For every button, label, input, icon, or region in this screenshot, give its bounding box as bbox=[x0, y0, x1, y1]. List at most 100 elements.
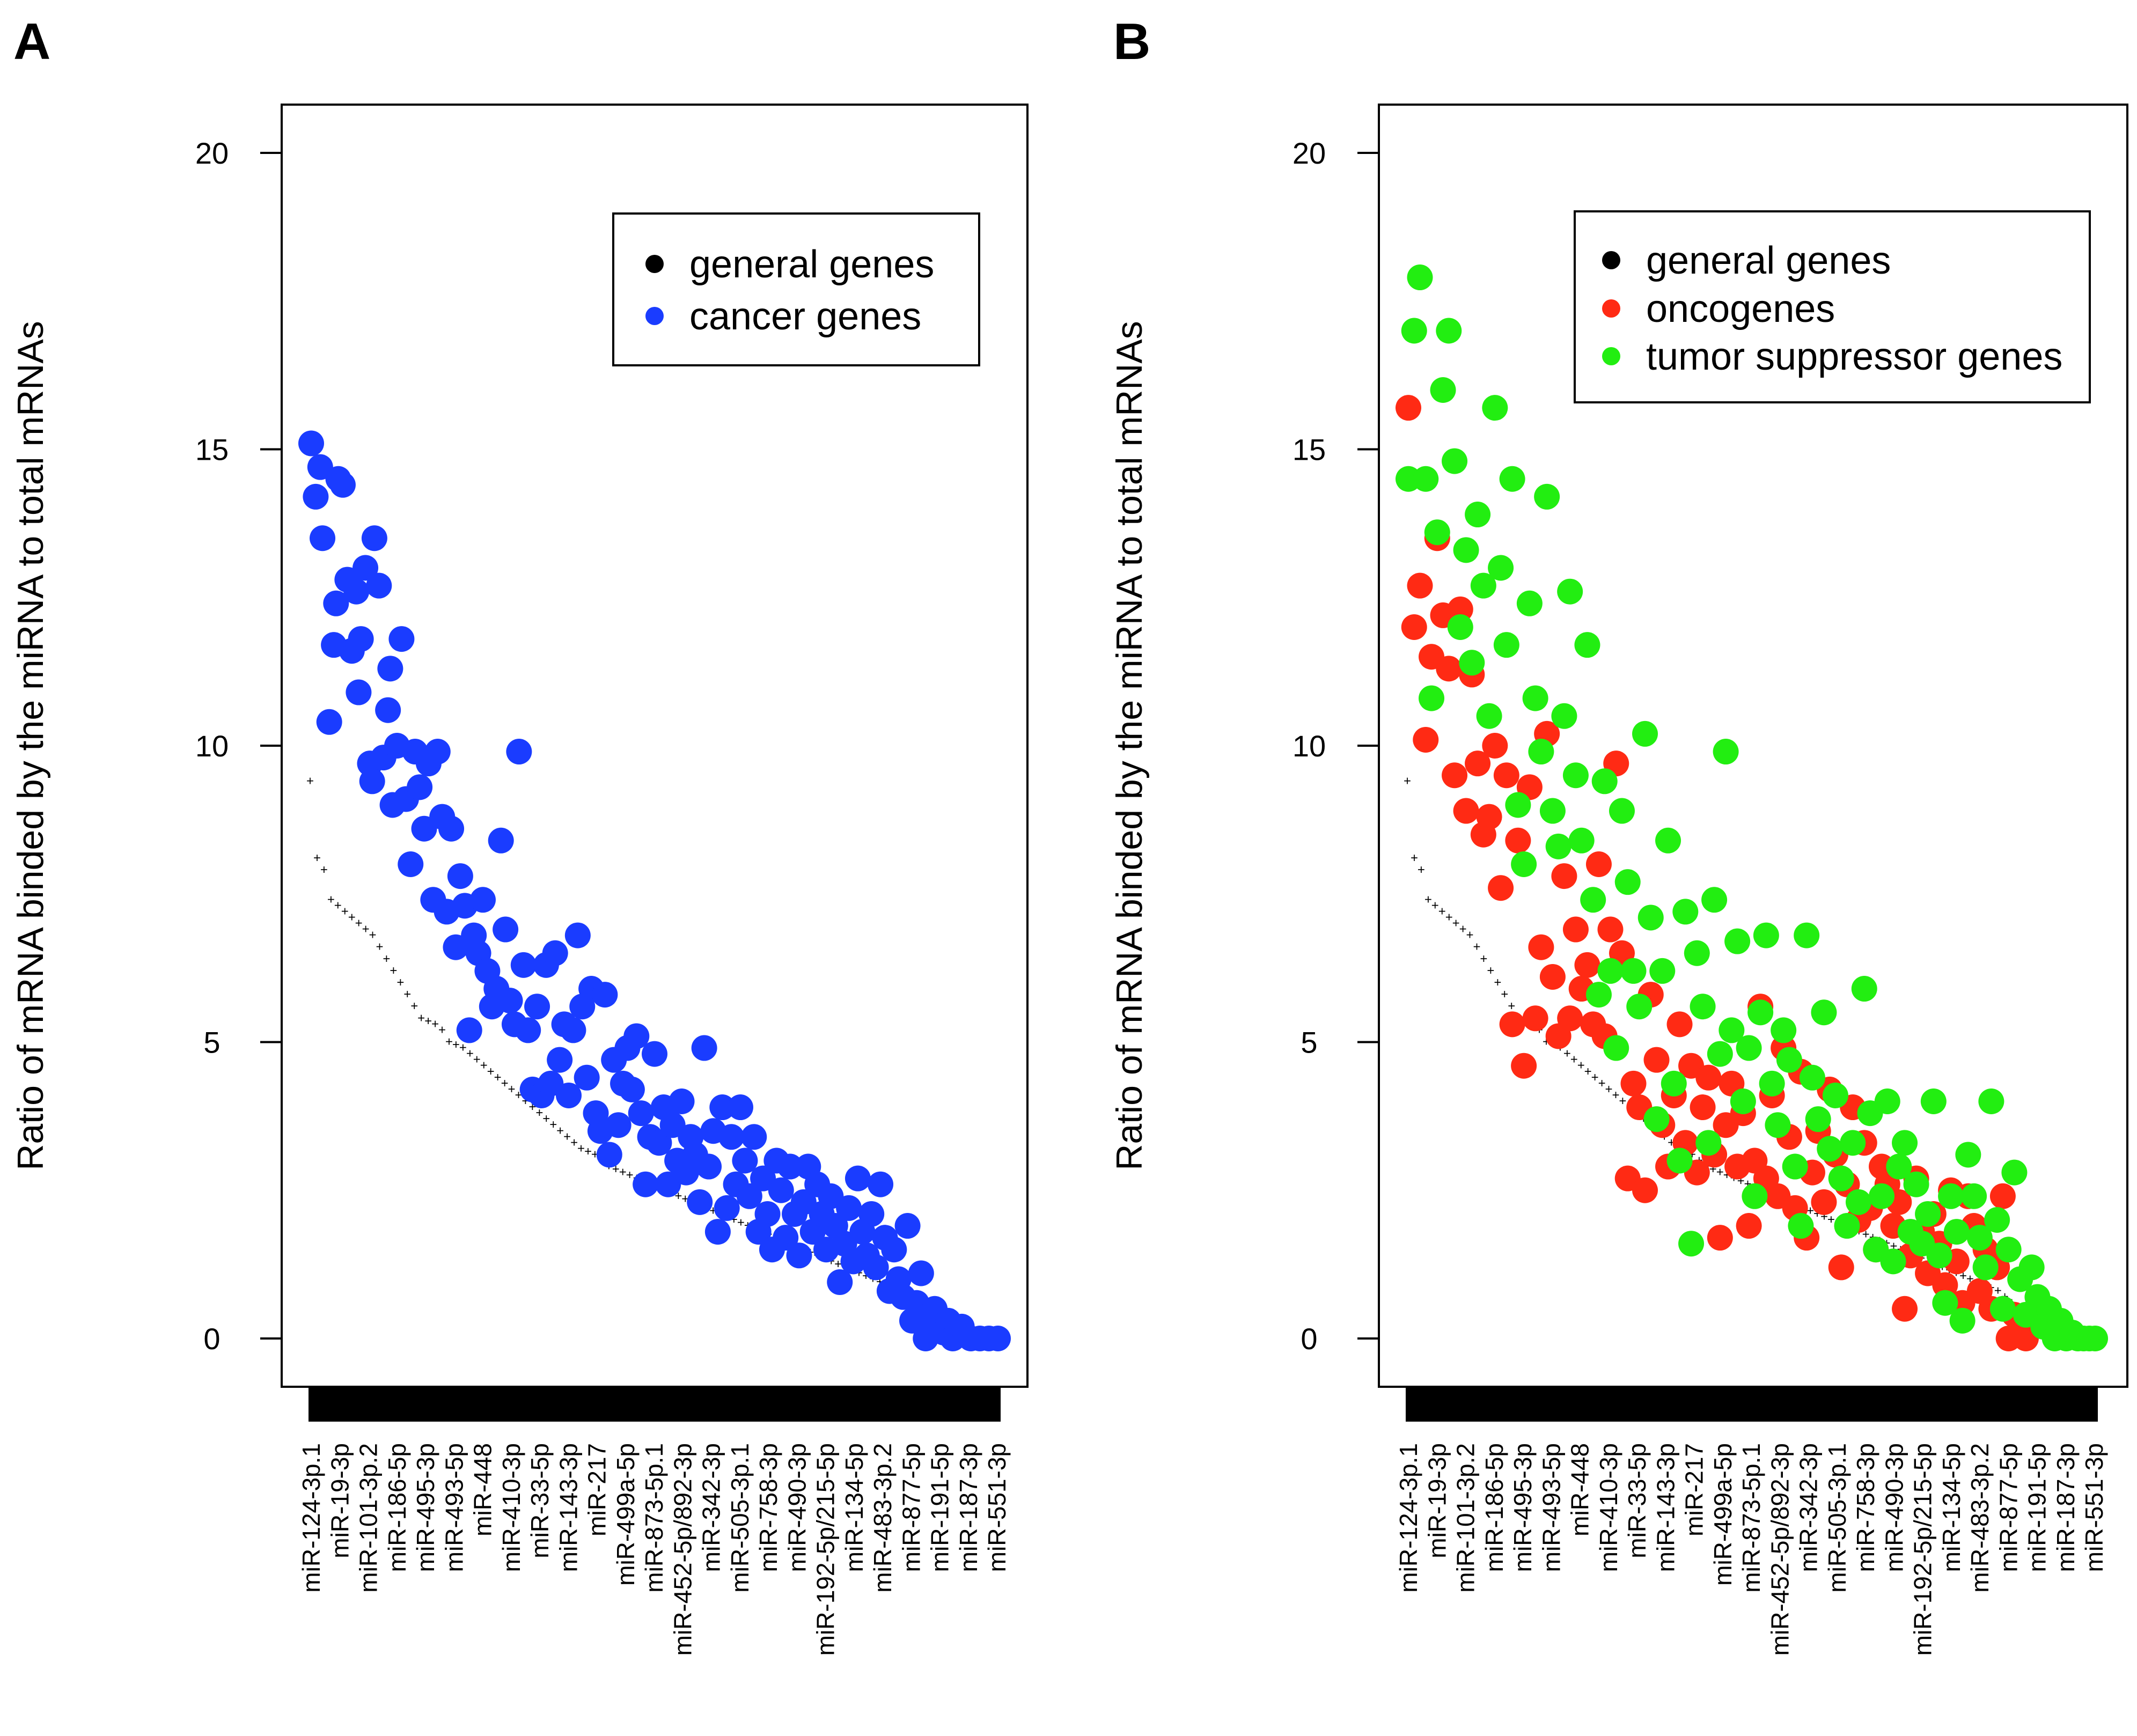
x-tick-label-b: miR-191-5p bbox=[2023, 1443, 2051, 1572]
tumor-suppressor-genes-point bbox=[1666, 1147, 1693, 1174]
x-tick-label-b: miR-448 bbox=[1566, 1443, 1594, 1536]
x-axis-tick-band-b bbox=[1406, 1387, 2098, 1422]
legend-label-general-genes: general genes bbox=[689, 243, 934, 286]
legend-label-cancer-genes: cancer genes bbox=[689, 295, 921, 338]
tumor-suppressor-genes-point bbox=[1562, 762, 1589, 789]
y-tick-label-a: 20 bbox=[195, 136, 229, 170]
x-tick-label-b: miR-186-5p bbox=[1480, 1443, 1508, 1572]
cancer-genes-point bbox=[348, 626, 374, 652]
tumor-suppressor-genes-point bbox=[1678, 1231, 1705, 1257]
cancer-genes-point bbox=[361, 525, 387, 551]
tumor-suppressor-genes-point bbox=[1499, 466, 1525, 492]
general-gene-point: + bbox=[487, 1064, 495, 1079]
cancer-genes-point bbox=[908, 1260, 934, 1286]
tumor-suppressor-genes-point bbox=[1742, 1183, 1768, 1209]
x-tick-label-b: miR-551-3p bbox=[2080, 1443, 2108, 1572]
tumor-suppressor-genes-point bbox=[1591, 768, 1618, 795]
cancer-genes-point bbox=[741, 1124, 767, 1150]
cancer-genes-point bbox=[303, 483, 329, 510]
tumor-suppressor-genes-point bbox=[1972, 1254, 1999, 1281]
cancer-genes-point bbox=[786, 1242, 812, 1269]
general-gene-point: + bbox=[549, 1117, 557, 1132]
tumor-suppressor-genes-point bbox=[1436, 318, 1462, 344]
tumor-suppressor-genes-point bbox=[1557, 578, 1583, 605]
tumor-suppressor-genes-point bbox=[1516, 590, 1543, 616]
tumor-suppressor-genes-point bbox=[1649, 958, 1676, 984]
general-gene-point: + bbox=[1612, 1088, 1619, 1102]
oncogenes-point bbox=[1522, 1005, 1548, 1032]
tumor-suppressor-genes-point bbox=[1522, 685, 1548, 711]
cancer-genes-point bbox=[329, 472, 356, 498]
general-gene-point: + bbox=[1716, 1165, 1724, 1180]
general-gene-point: + bbox=[396, 975, 404, 990]
x-tick-label-a: miR-448 bbox=[469, 1443, 497, 1536]
tumor-suppressor-genes-point bbox=[2082, 1326, 2108, 1351]
x-tick-label-b: miR-143-3p bbox=[1651, 1443, 1679, 1572]
general-gene-point: + bbox=[1459, 922, 1467, 937]
oncogenes-point bbox=[1562, 916, 1589, 943]
general-gene-point: + bbox=[1466, 928, 1474, 943]
general-gene-point: + bbox=[452, 1038, 460, 1052]
general-gene-point: + bbox=[348, 910, 356, 924]
x-tick-label-b: miR-217 bbox=[1680, 1443, 1708, 1536]
y-tick-label-b: 20 bbox=[1293, 136, 1326, 170]
legend-label-oncogenes: oncogenes bbox=[1646, 288, 1835, 330]
tumor-suppressor-genes-point bbox=[1880, 1248, 1906, 1275]
cancer-genes-point bbox=[628, 1100, 654, 1127]
legend-b: general genes oncogenes tumor suppressor… bbox=[1574, 210, 2091, 403]
cancer-genes-point bbox=[827, 1269, 853, 1296]
general-gene-point: + bbox=[1452, 916, 1460, 931]
tumor-suppressor-genes-point bbox=[1661, 1070, 1687, 1097]
tumor-suppressor-genes-point bbox=[1643, 1106, 1670, 1132]
general-gene-point: + bbox=[535, 1106, 543, 1120]
cancer-genes-point bbox=[547, 1047, 573, 1073]
tumor-suppressor-genes-point bbox=[1817, 1136, 1843, 1162]
x-tick-label-a: miR-101-3p.2 bbox=[355, 1443, 383, 1593]
x-tick-label-b: miR-342-3p bbox=[1795, 1443, 1823, 1572]
x-tick-label-b: miR-483-3p.2 bbox=[1966, 1443, 1994, 1593]
tumor-suppressor-genes-point bbox=[1534, 483, 1560, 510]
tumor-suppressor-genes-point bbox=[1736, 1035, 1762, 1061]
x-tick-label-b: miR-758-3p bbox=[1852, 1443, 1879, 1572]
tumor-suppressor-genes-point bbox=[1799, 1064, 1825, 1091]
cancer-genes-point bbox=[515, 1017, 541, 1043]
x-tick-label-a: miR-499a-5p bbox=[612, 1443, 640, 1586]
tumor-suppressor-genes-point bbox=[1695, 1130, 1722, 1156]
tumor-suppressor-genes-point bbox=[2018, 1254, 2045, 1281]
cancer-genes-point bbox=[298, 430, 324, 457]
general-gene-point: + bbox=[1619, 1094, 1626, 1108]
general-gene-point: + bbox=[417, 1011, 425, 1025]
x-tick-label-b: miR-192-5p/215-5p bbox=[1909, 1443, 1937, 1656]
tumor-suppressor-genes-point bbox=[1672, 899, 1699, 925]
tumor-suppressor-genes-point bbox=[1614, 869, 1641, 895]
general-gene-point: + bbox=[1473, 940, 1480, 954]
general-gene-point: + bbox=[1418, 863, 1425, 877]
tumor-suppressor-genes-point bbox=[1771, 1017, 1797, 1043]
cancer-genes-point bbox=[438, 815, 465, 842]
scatter-points-a: ++++++++++++++++++++++++++++++++++++++++… bbox=[298, 430, 1011, 1351]
oncogenes-point bbox=[1493, 762, 1519, 789]
y-axis-a: 0 5 10 15 20 bbox=[195, 136, 283, 1356]
cancer-genes-point bbox=[447, 863, 473, 889]
general-gene-point: + bbox=[1431, 898, 1439, 913]
x-tick-label-b: miR-499a-5p bbox=[1709, 1443, 1737, 1586]
panel-a: A 0 5 10 15 20 Ratio of mRNA binded by the m… bbox=[10, 13, 1029, 1656]
x-tick-label-a: miR-19-3p bbox=[326, 1443, 354, 1558]
legend-marker-general-genes-b bbox=[1602, 251, 1620, 269]
tumor-suppressor-genes-point bbox=[1874, 1088, 1900, 1114]
cancer-genes-point bbox=[346, 679, 372, 705]
general-gene-point: + bbox=[737, 1216, 745, 1230]
tumor-suppressor-genes-point bbox=[1626, 994, 1653, 1020]
tumor-suppressor-genes-point bbox=[1684, 940, 1710, 966]
general-gene-point: + bbox=[1605, 1082, 1613, 1097]
general-gene-point: + bbox=[473, 1053, 481, 1067]
tumor-suppressor-genes-point bbox=[1413, 466, 1439, 492]
x-tick-label-a: miR-191-5p bbox=[926, 1443, 954, 1572]
tumor-suppressor-genes-point bbox=[1407, 264, 1433, 291]
cancer-genes-point bbox=[646, 1130, 672, 1156]
oncogenes-point bbox=[1989, 1183, 2016, 1209]
oncogenes-point bbox=[1447, 596, 1473, 622]
tumor-suppressor-genes-point bbox=[1453, 537, 1479, 563]
cancer-genes-point bbox=[633, 1171, 659, 1197]
tumor-suppressor-genes-point bbox=[1765, 1112, 1791, 1138]
